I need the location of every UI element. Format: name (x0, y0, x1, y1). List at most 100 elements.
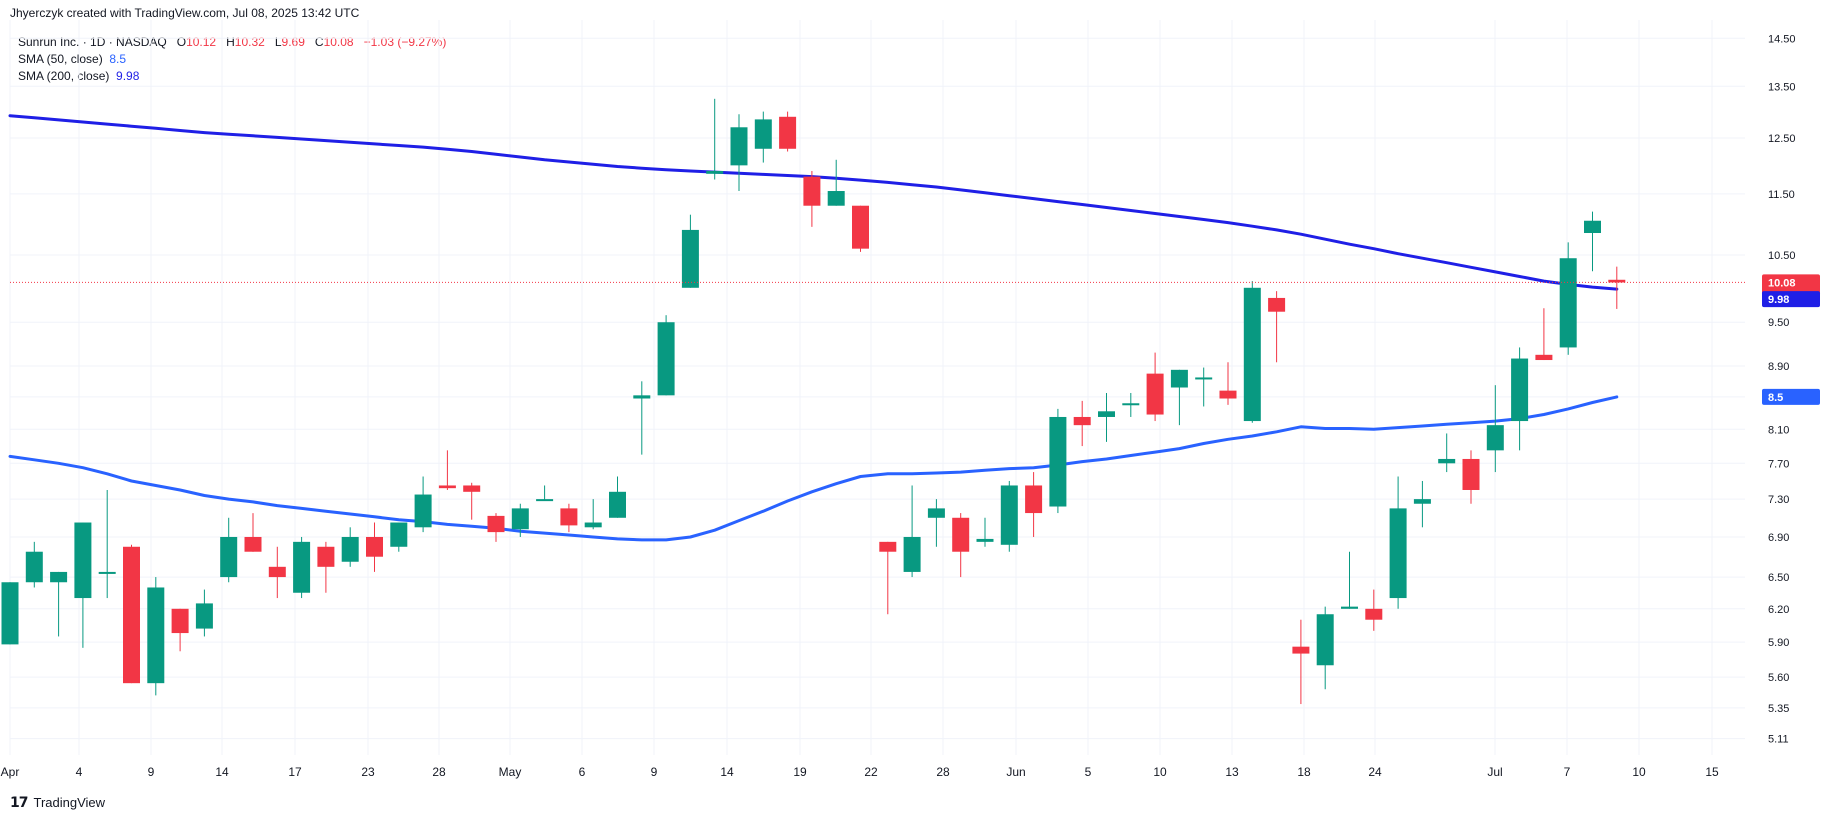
y-tick-label: 5.90 (1768, 637, 1789, 649)
x-tick-label: 5 (1085, 765, 1092, 779)
candle-body (1316, 614, 1334, 666)
legend-sma50-row[interactable]: SMA (50, close) 8.5 (18, 51, 446, 68)
candle-up (903, 485, 921, 578)
sma50-series (8, 395, 1619, 542)
candle-down (1025, 472, 1043, 537)
x-tick-label: Jul (1487, 765, 1502, 779)
candle-up (976, 517, 994, 547)
x-tick-label: 23 (361, 765, 375, 779)
candle-down (1462, 450, 1480, 504)
candle-body (903, 536, 921, 572)
candle-up (827, 159, 845, 206)
y-tick-label: 7.70 (1768, 458, 1789, 470)
candle-body (609, 491, 626, 518)
y-tick-label: 13.50 (1768, 81, 1796, 93)
x-tick-label: 24 (1368, 765, 1382, 779)
candles (1, 98, 1626, 705)
y-tick-label: 5.60 (1768, 672, 1789, 684)
candle-body (171, 608, 189, 634)
candle-up (730, 114, 748, 192)
legend-sma200-row[interactable]: SMA (200, close) 9.98 (18, 68, 446, 85)
candle-down (1268, 291, 1286, 363)
candle-body (50, 571, 68, 583)
candle-down (1219, 362, 1237, 405)
candle-down (1365, 589, 1383, 631)
candle-body (827, 191, 845, 206)
candle-up (1389, 476, 1407, 609)
x-tick-label: 15 (1705, 765, 1719, 779)
y-tick-label: 11.50 (1768, 189, 1795, 201)
candle-down (268, 546, 286, 599)
candle-up (1195, 367, 1213, 407)
candle-up (657, 315, 675, 396)
candle-up (1122, 392, 1140, 417)
candle-body (779, 116, 797, 149)
x-tick-label: Apr (1, 765, 20, 779)
candle-body (220, 536, 238, 578)
candle-body (803, 176, 821, 206)
x-tick-label: 7 (1564, 765, 1571, 779)
candle-body (584, 522, 602, 528)
y-tick-label: 10.50 (1768, 250, 1796, 262)
tradingview-logo-text: TradingView (33, 795, 106, 810)
candle-up (536, 485, 554, 502)
candle-body (706, 170, 724, 174)
candle-down (1608, 266, 1626, 309)
candle-body (1170, 369, 1188, 388)
candle-body (1535, 354, 1553, 361)
candle-body (633, 395, 651, 399)
candle-body (1608, 279, 1626, 283)
candle-body (366, 536, 383, 557)
legend-close-label: C (314, 35, 324, 49)
x-tick-label: 17 (288, 765, 302, 779)
candle-up (584, 499, 602, 530)
candle-body (1365, 608, 1383, 620)
candle-body (1559, 258, 1577, 348)
candle-body (852, 205, 869, 249)
candle-body (123, 546, 140, 684)
candle-body (536, 499, 554, 502)
candle-down (779, 111, 797, 152)
candle-down (1535, 308, 1553, 361)
candle-up (147, 577, 165, 696)
candle-body (1438, 458, 1456, 464)
legend-open-label: O (176, 35, 187, 49)
x-tick-label: 14 (215, 765, 229, 779)
candle-down (852, 205, 869, 252)
x-tick-label: 4 (76, 765, 83, 779)
candle-body (1146, 373, 1164, 415)
x-tick-label: 28 (936, 765, 950, 779)
candle-down (366, 522, 383, 572)
legend-sma200-label: SMA (200, close) (18, 69, 110, 83)
sma50-tag-text: 8.5 (1768, 392, 1783, 404)
candle-body (463, 485, 481, 492)
candle-up (341, 527, 359, 567)
y-tick-label: 9.50 (1768, 317, 1789, 329)
candle-up (633, 381, 651, 455)
candle-body (390, 522, 408, 547)
x-tick-label: 22 (864, 765, 878, 779)
candle-body (487, 515, 505, 533)
candle-body (1195, 377, 1213, 380)
x-tick-label: 19 (793, 765, 807, 779)
candle-body (244, 536, 262, 552)
candle-up (293, 536, 311, 599)
y-tick-label: 5.11 (1768, 734, 1789, 746)
legend-sma50-value: 8.5 (109, 52, 127, 66)
candle-body (438, 485, 456, 489)
tradingview-logo-icon: 𝟭𝟳 (10, 794, 29, 810)
candle-down (317, 541, 335, 593)
candle-up (1000, 480, 1018, 552)
candle-up (195, 589, 213, 637)
candle-body (1243, 287, 1261, 422)
candle-body (195, 603, 213, 629)
candle-up (1559, 242, 1577, 355)
x-tick-label: 28 (432, 765, 446, 779)
candle-up (1, 582, 19, 645)
candle-up (1316, 606, 1334, 690)
tradingview-logo[interactable]: 𝟭𝟳 TradingView (10, 794, 105, 811)
x-tick-label: 10 (1632, 765, 1646, 779)
candle-up (1341, 551, 1358, 609)
legend-sma200-value: 9.98 (116, 69, 140, 83)
